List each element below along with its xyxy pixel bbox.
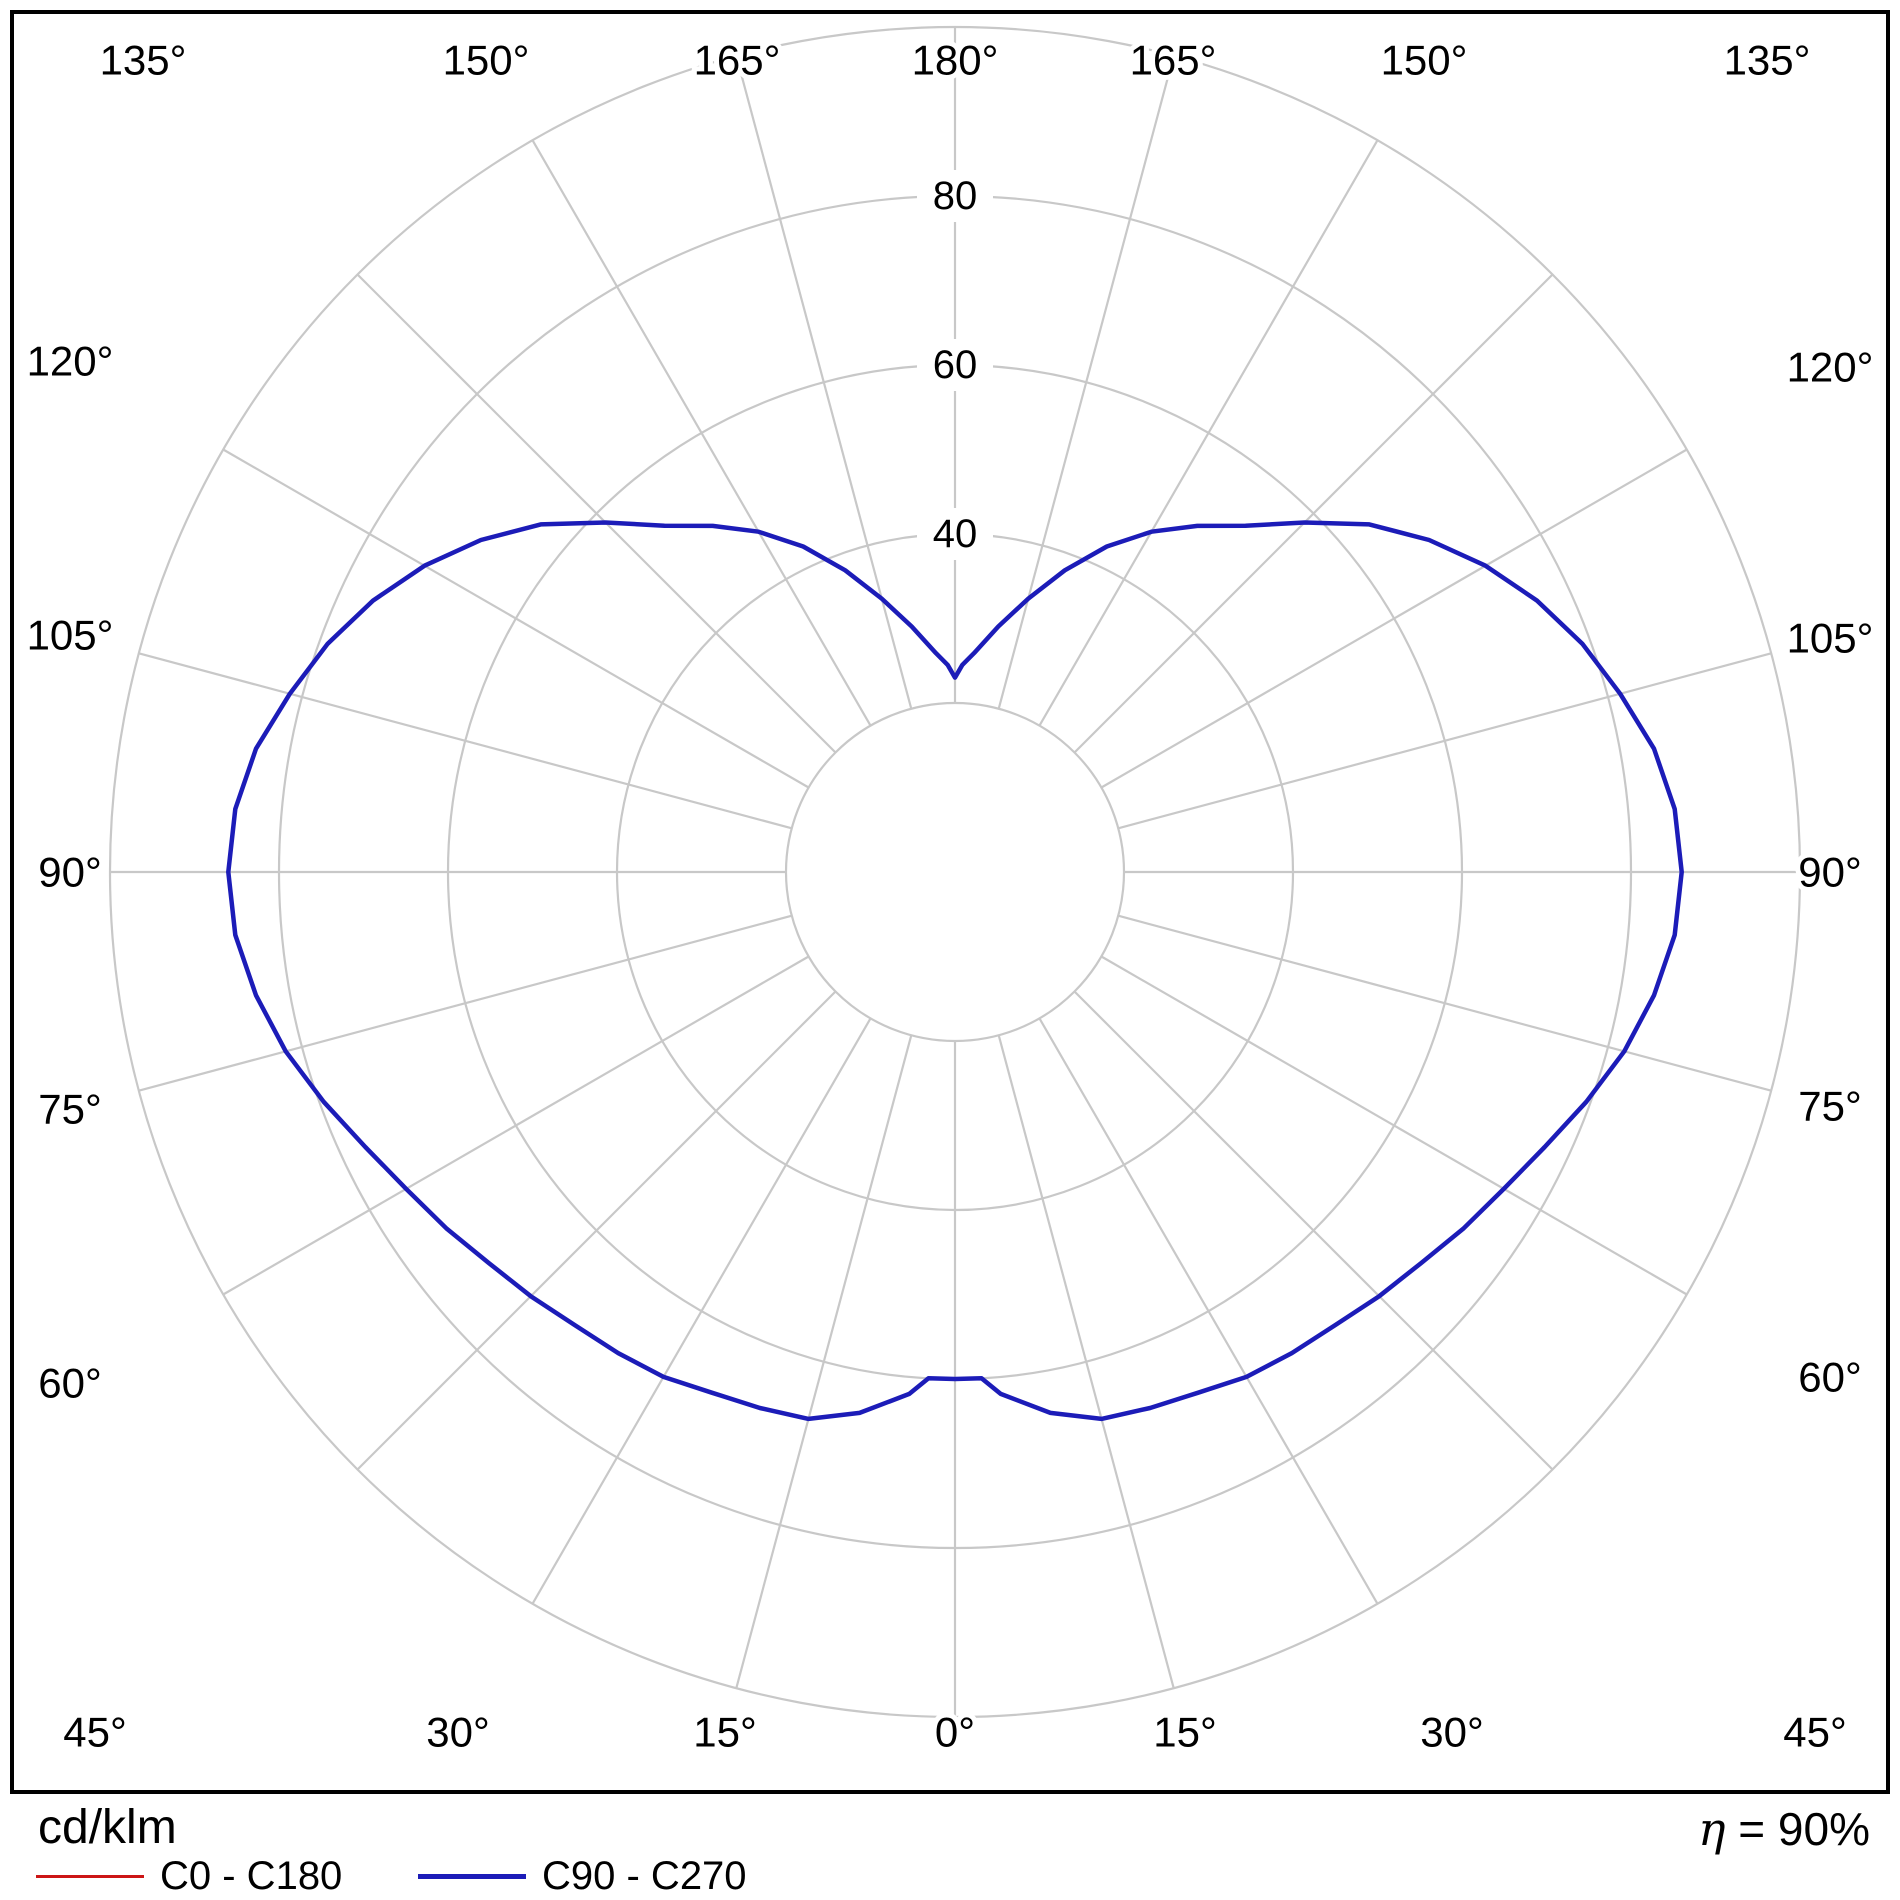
angle-label-30-left: 30°	[426, 1709, 490, 1756]
legend-label-c0-c180: C0 - C180	[160, 1853, 343, 1898]
grid-spoke-75	[1117, 914, 1772, 1092]
angle-label-180-left: 180°	[912, 37, 999, 84]
ring-value-label-60: 60	[933, 343, 978, 387]
grid-spoke-300	[222, 955, 810, 1296]
grid-spoke-105	[1117, 652, 1772, 830]
angle-label-60-left: 60°	[38, 1360, 102, 1407]
grid-spoke-30	[1038, 1017, 1379, 1605]
grid-spoke-345	[735, 1034, 913, 1689]
polar-chart-frame: 0° 15° 15° 30° 30° 45° 45° 60° 60° 75° 75° 90° 90° 10…	[10, 10, 1890, 1794]
ring-value-label-40: 40	[933, 512, 978, 556]
legend-label-c90-c270: C90 - C270	[542, 1853, 747, 1898]
grid-spoke-135	[1073, 273, 1554, 754]
angle-label-15-left: 15°	[693, 1709, 757, 1756]
grid-spoke-240	[222, 448, 810, 789]
angle-label-45-left: 45°	[63, 1709, 127, 1756]
grid-ring-20	[784, 701, 1126, 1043]
legend-line-c0-c180	[36, 1874, 144, 1878]
angle-label-75-right: 75°	[1798, 1083, 1862, 1130]
angle-label-105-right: 105°	[1787, 615, 1874, 662]
efficiency-label: η = 90%	[1698, 1804, 1870, 1855]
grid-spoke-315	[356, 990, 837, 1471]
angle-label-120-left: 120°	[27, 338, 114, 385]
grid-spoke-330	[531, 1017, 872, 1605]
angle-label-135-left: 135°	[100, 37, 187, 84]
angle-label-45-right: 45°	[1783, 1709, 1847, 1756]
angle-label-150-right: 150°	[1381, 37, 1468, 84]
angle-label-105-left: 105°	[27, 612, 114, 659]
legend-item-c90-c270: C90 - C270	[418, 1852, 747, 1900]
legend-line-c90-c270	[418, 1873, 526, 1879]
angle-label-60-right: 60°	[1798, 1354, 1862, 1401]
angle-label-150-left: 150°	[443, 37, 530, 84]
ring-label-bg-40	[917, 508, 993, 560]
ring-value-label-80: 80	[933, 174, 978, 218]
grid-spoke-150	[1038, 139, 1379, 727]
grid-spoke-285	[138, 914, 793, 1092]
angle-label-15-right: 15°	[1153, 1709, 1217, 1756]
angle-label-135-right: 135°	[1724, 37, 1811, 84]
angle-label-165-right: 165°	[1130, 37, 1217, 84]
curve-C90-C270	[226, 520, 1684, 1422]
grid-spoke-15	[997, 1034, 1175, 1689]
grid-spoke-210	[531, 139, 872, 727]
angle-label-90-right: 90°	[1798, 849, 1862, 896]
grid-spoke-120	[1100, 448, 1688, 789]
ring-label-bg-80	[917, 170, 993, 222]
grid-spoke-225	[356, 273, 837, 754]
grid-spoke-165	[997, 55, 1175, 710]
angle-label-30-right: 30°	[1420, 1709, 1484, 1756]
grid-spoke-195	[735, 55, 913, 710]
angle-label-0-left: 0°	[935, 1709, 975, 1756]
grid-spoke-60	[1100, 955, 1688, 1296]
polar-chart: 0° 15° 15° 30° 30° 45° 45° 60° 60° 75° 75° 90° 90° 10…	[22, 25, 1878, 1761]
eta-symbol: η	[1697, 1802, 1726, 1856]
grid-spoke-45	[1073, 990, 1554, 1471]
angle-label-120-right: 120°	[1787, 344, 1874, 391]
legend-item-c0-c180: C0 - C180	[36, 1852, 342, 1900]
legend: C0 - C180 C90 - C270	[0, 1852, 1900, 1900]
angle-label-165-left: 165°	[694, 37, 781, 84]
eta-value: = 90%	[1725, 1803, 1870, 1855]
grid-spoke-255	[138, 652, 793, 830]
ring-label-bg-60	[917, 339, 993, 391]
unit-label: cd/klm	[38, 1801, 177, 1854]
angle-label-90-left: 90°	[38, 849, 102, 896]
angle-label-75-left: 75°	[38, 1086, 102, 1133]
